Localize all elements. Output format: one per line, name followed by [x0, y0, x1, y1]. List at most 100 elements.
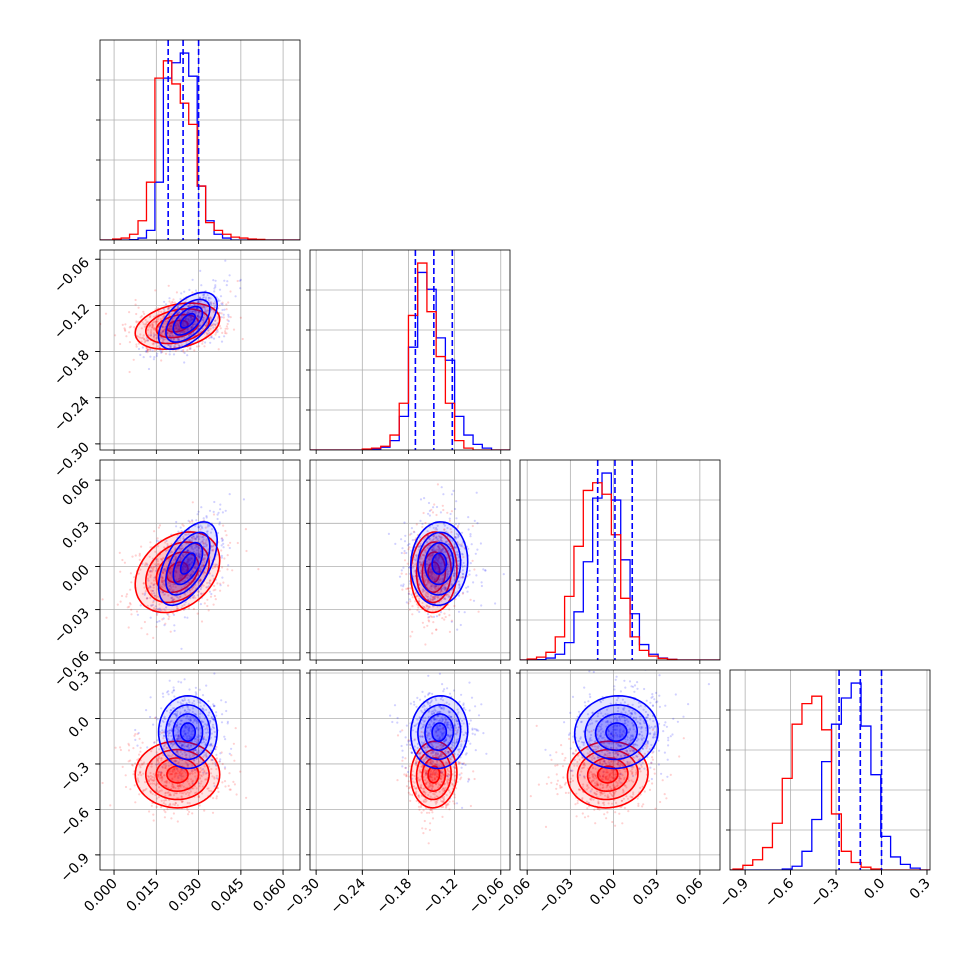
- scatter-point: [228, 546, 231, 550]
- scatter-point: [430, 554, 433, 557]
- scatter-point: [452, 489, 455, 492]
- scatter-point: [156, 760, 159, 763]
- scatter-point: [430, 508, 433, 511]
- scatter-point: [187, 558, 190, 561]
- scatter-point: [128, 331, 131, 334]
- scatter-point: [436, 558, 439, 561]
- contour-fill: [428, 562, 440, 583]
- y-tick-label: 0.0: [66, 714, 93, 741]
- scatter-point: [387, 532, 390, 536]
- scatter-point: [218, 760, 221, 763]
- scatter-point: [198, 796, 201, 799]
- scatter-point: [453, 545, 456, 549]
- scatter-point: [225, 325, 228, 328]
- scatter-point: [454, 536, 457, 539]
- scatter-point: [222, 524, 225, 527]
- scatter-point: [406, 562, 409, 565]
- scatter-point: [186, 801, 189, 805]
- scatter-point: [430, 539, 433, 542]
- scatter-point: [431, 554, 434, 557]
- scatter-point: [180, 568, 184, 572]
- scatter-point: [198, 538, 201, 541]
- scatter-point: [196, 762, 199, 766]
- scatter-point: [427, 595, 430, 598]
- scatter-point: [225, 534, 228, 537]
- scatter-point: [152, 819, 155, 822]
- scatter-point: [426, 581, 430, 584]
- scatter-point: [178, 784, 181, 788]
- scatter-point: [441, 617, 444, 620]
- scatter-point: [207, 299, 210, 302]
- scatter-point: [168, 350, 171, 353]
- scatter-point: [197, 590, 200, 593]
- scatter-point: [436, 524, 439, 527]
- scatter-point: [128, 311, 131, 314]
- scatter-point: [169, 794, 172, 797]
- scatter-point: [412, 530, 415, 533]
- scatter-point: [179, 573, 182, 576]
- scatter-point: [170, 306, 173, 309]
- scatter-point: [425, 563, 428, 566]
- y-tick-label: 0.03: [59, 519, 92, 552]
- scatter-point: [202, 535, 205, 539]
- scatter-point: [199, 300, 202, 303]
- contour-fill: [158, 292, 218, 350]
- scatter-point: [175, 569, 178, 572]
- scatter-point: [215, 764, 218, 767]
- scatter-point: [425, 562, 428, 566]
- scatter-point: [195, 726, 198, 729]
- scatter-point: [187, 560, 190, 563]
- scatter-point: [441, 504, 444, 507]
- scatter-point: [156, 758, 160, 762]
- scatter-point: [228, 493, 231, 496]
- scatter-point: [170, 328, 173, 331]
- scatter-point: [445, 594, 448, 597]
- scatter-point: [212, 326, 215, 329]
- scatter-point: [161, 766, 164, 769]
- scatter-point: [114, 334, 117, 337]
- scatter-point: [148, 325, 151, 328]
- scatter-point: [215, 768, 218, 771]
- scatter-point: [421, 522, 424, 526]
- scatter-panel-2-1: [306, 459, 511, 664]
- scatter-point: [403, 549, 406, 553]
- scatter-point: [431, 598, 434, 602]
- scatter-point: [133, 326, 136, 329]
- scatter-point: [428, 605, 431, 608]
- scatter-point: [159, 331, 162, 334]
- scatter-point: [428, 555, 431, 558]
- scatter-point: [157, 775, 160, 778]
- scatter-point: [448, 630, 451, 634]
- scatter-point: [186, 558, 189, 561]
- scatter-point: [188, 564, 191, 567]
- scatter-point: [193, 565, 196, 568]
- scatter-point: [193, 594, 196, 598]
- scatter-point: [442, 586, 445, 590]
- scatter-point: [435, 548, 438, 551]
- scatter-point: [207, 329, 210, 332]
- scatter-point: [153, 776, 156, 780]
- scatter-point: [166, 691, 169, 694]
- scatter-point: [458, 583, 461, 586]
- y-tick-label: −0.3: [57, 759, 92, 794]
- scatter-point: [177, 577, 180, 581]
- scatter-point: [153, 349, 156, 352]
- scatter-point: [170, 325, 173, 328]
- scatter-point: [153, 778, 156, 781]
- contour-line: [165, 298, 211, 343]
- scatter-point: [429, 554, 432, 557]
- scatter-point: [394, 542, 397, 546]
- scatter-point: [159, 774, 162, 777]
- scatter-point: [438, 562, 441, 565]
- scatter-point: [400, 569, 403, 572]
- scatter-point: [134, 554, 137, 557]
- contour-line: [427, 561, 441, 584]
- scatter-point: [181, 523, 184, 526]
- scatter-point: [162, 763, 166, 766]
- scatter-point: [232, 780, 235, 784]
- scatter-point: [140, 763, 143, 766]
- scatter-point: [128, 326, 131, 329]
- scatter-point: [421, 621, 424, 624]
- scatter-point: [160, 771, 163, 774]
- scatter-point: [221, 713, 224, 716]
